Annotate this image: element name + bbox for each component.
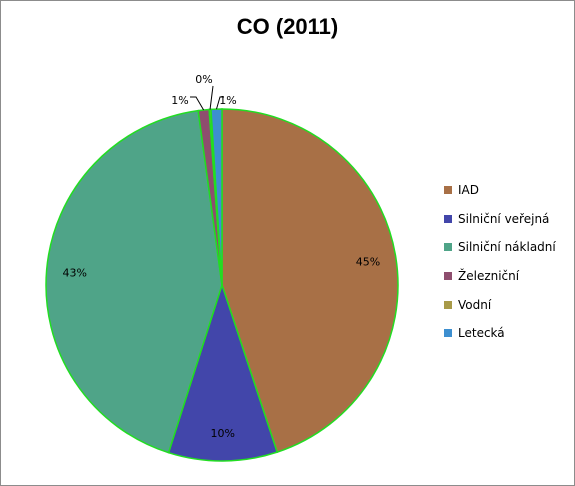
legend-label: Silniční nákladní — [458, 240, 556, 255]
legend-swatch — [444, 186, 452, 195]
legend-item-zeleznicni: Železniční — [444, 262, 556, 291]
legend-item-vodni: Vodní — [444, 290, 556, 319]
legend-item-letecka: Letecká — [444, 319, 556, 348]
legend-label: Letecká — [458, 326, 505, 341]
legend-label: Silniční veřejná — [458, 211, 550, 226]
legend-swatch — [444, 329, 452, 338]
data-label-letecka: 1% — [219, 94, 236, 107]
pie-slice-silnicni-nakladni — [45, 109, 223, 454]
data-label-silnicni-nakladni: 43% — [62, 266, 86, 279]
legend-label: Železniční — [458, 269, 520, 284]
pie-slice-iad — [221, 108, 399, 454]
legend-label: IAD — [458, 183, 479, 198]
data-label-zeleznicni: 1% — [171, 94, 188, 107]
leader-line-vodni — [209, 85, 214, 110]
legend-swatch — [444, 272, 452, 281]
data-label-vodni: 0% — [195, 73, 212, 86]
legend-swatch — [444, 300, 452, 309]
leader-line-letecka — [216, 96, 224, 110]
data-label-silnicni-verejna: 10% — [211, 427, 235, 440]
legend-swatch — [444, 243, 452, 252]
legend-item-iad: IAD — [444, 176, 556, 205]
leader-line-zeleznicni — [190, 96, 205, 111]
legend-item-silnicni-verejna: Silniční veřejná — [444, 205, 556, 234]
legend-swatch — [444, 214, 452, 223]
data-label-iad: 45% — [356, 256, 380, 269]
chart-title: CO (2011) — [236, 14, 339, 39]
legend-item-silnicni-nakladni: Silniční nákladní — [444, 233, 556, 262]
legend-label: Vodní — [458, 297, 492, 312]
chart-legend: IAD Silniční veřejná Silniční nákladní Žele… — [444, 176, 556, 348]
pie-slice-silnicni-verejna — [167, 282, 279, 462]
